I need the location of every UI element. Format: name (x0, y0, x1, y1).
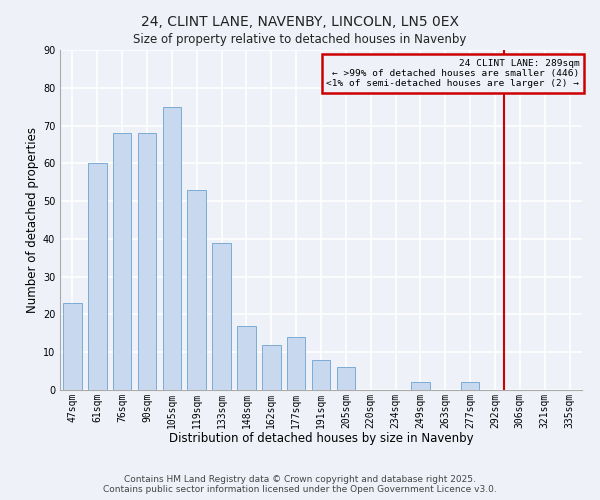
Bar (63, 303, 82, 390)
Bar (237, 326, 256, 390)
Bar (461, 382, 479, 390)
Bar (212, 242, 231, 390)
Bar (411, 382, 430, 390)
X-axis label: Distribution of detached houses by size in Navenby: Distribution of detached houses by size … (169, 432, 473, 445)
Bar (287, 337, 305, 390)
Y-axis label: Number of detached properties: Number of detached properties (26, 127, 38, 313)
Text: Contains HM Land Registry data © Crown copyright and database right 2025.
Contai: Contains HM Land Registry data © Crown c… (103, 474, 497, 494)
Text: 24 CLINT LANE: 289sqm
← >99% of detached houses are smaller (446)
<1% of semi-de: 24 CLINT LANE: 289sqm ← >99% of detached… (326, 58, 580, 88)
Bar (88, 164, 107, 390)
Text: Size of property relative to detached houses in Navenby: Size of property relative to detached ho… (133, 32, 467, 46)
Bar (337, 368, 355, 390)
Bar (187, 190, 206, 390)
Text: 24, CLINT LANE, NAVENBY, LINCOLN, LN5 0EX: 24, CLINT LANE, NAVENBY, LINCOLN, LN5 0E… (141, 15, 459, 29)
Bar (163, 106, 181, 390)
Bar (137, 133, 157, 390)
Bar (113, 133, 131, 390)
Bar (262, 344, 281, 390)
Bar (311, 360, 331, 390)
